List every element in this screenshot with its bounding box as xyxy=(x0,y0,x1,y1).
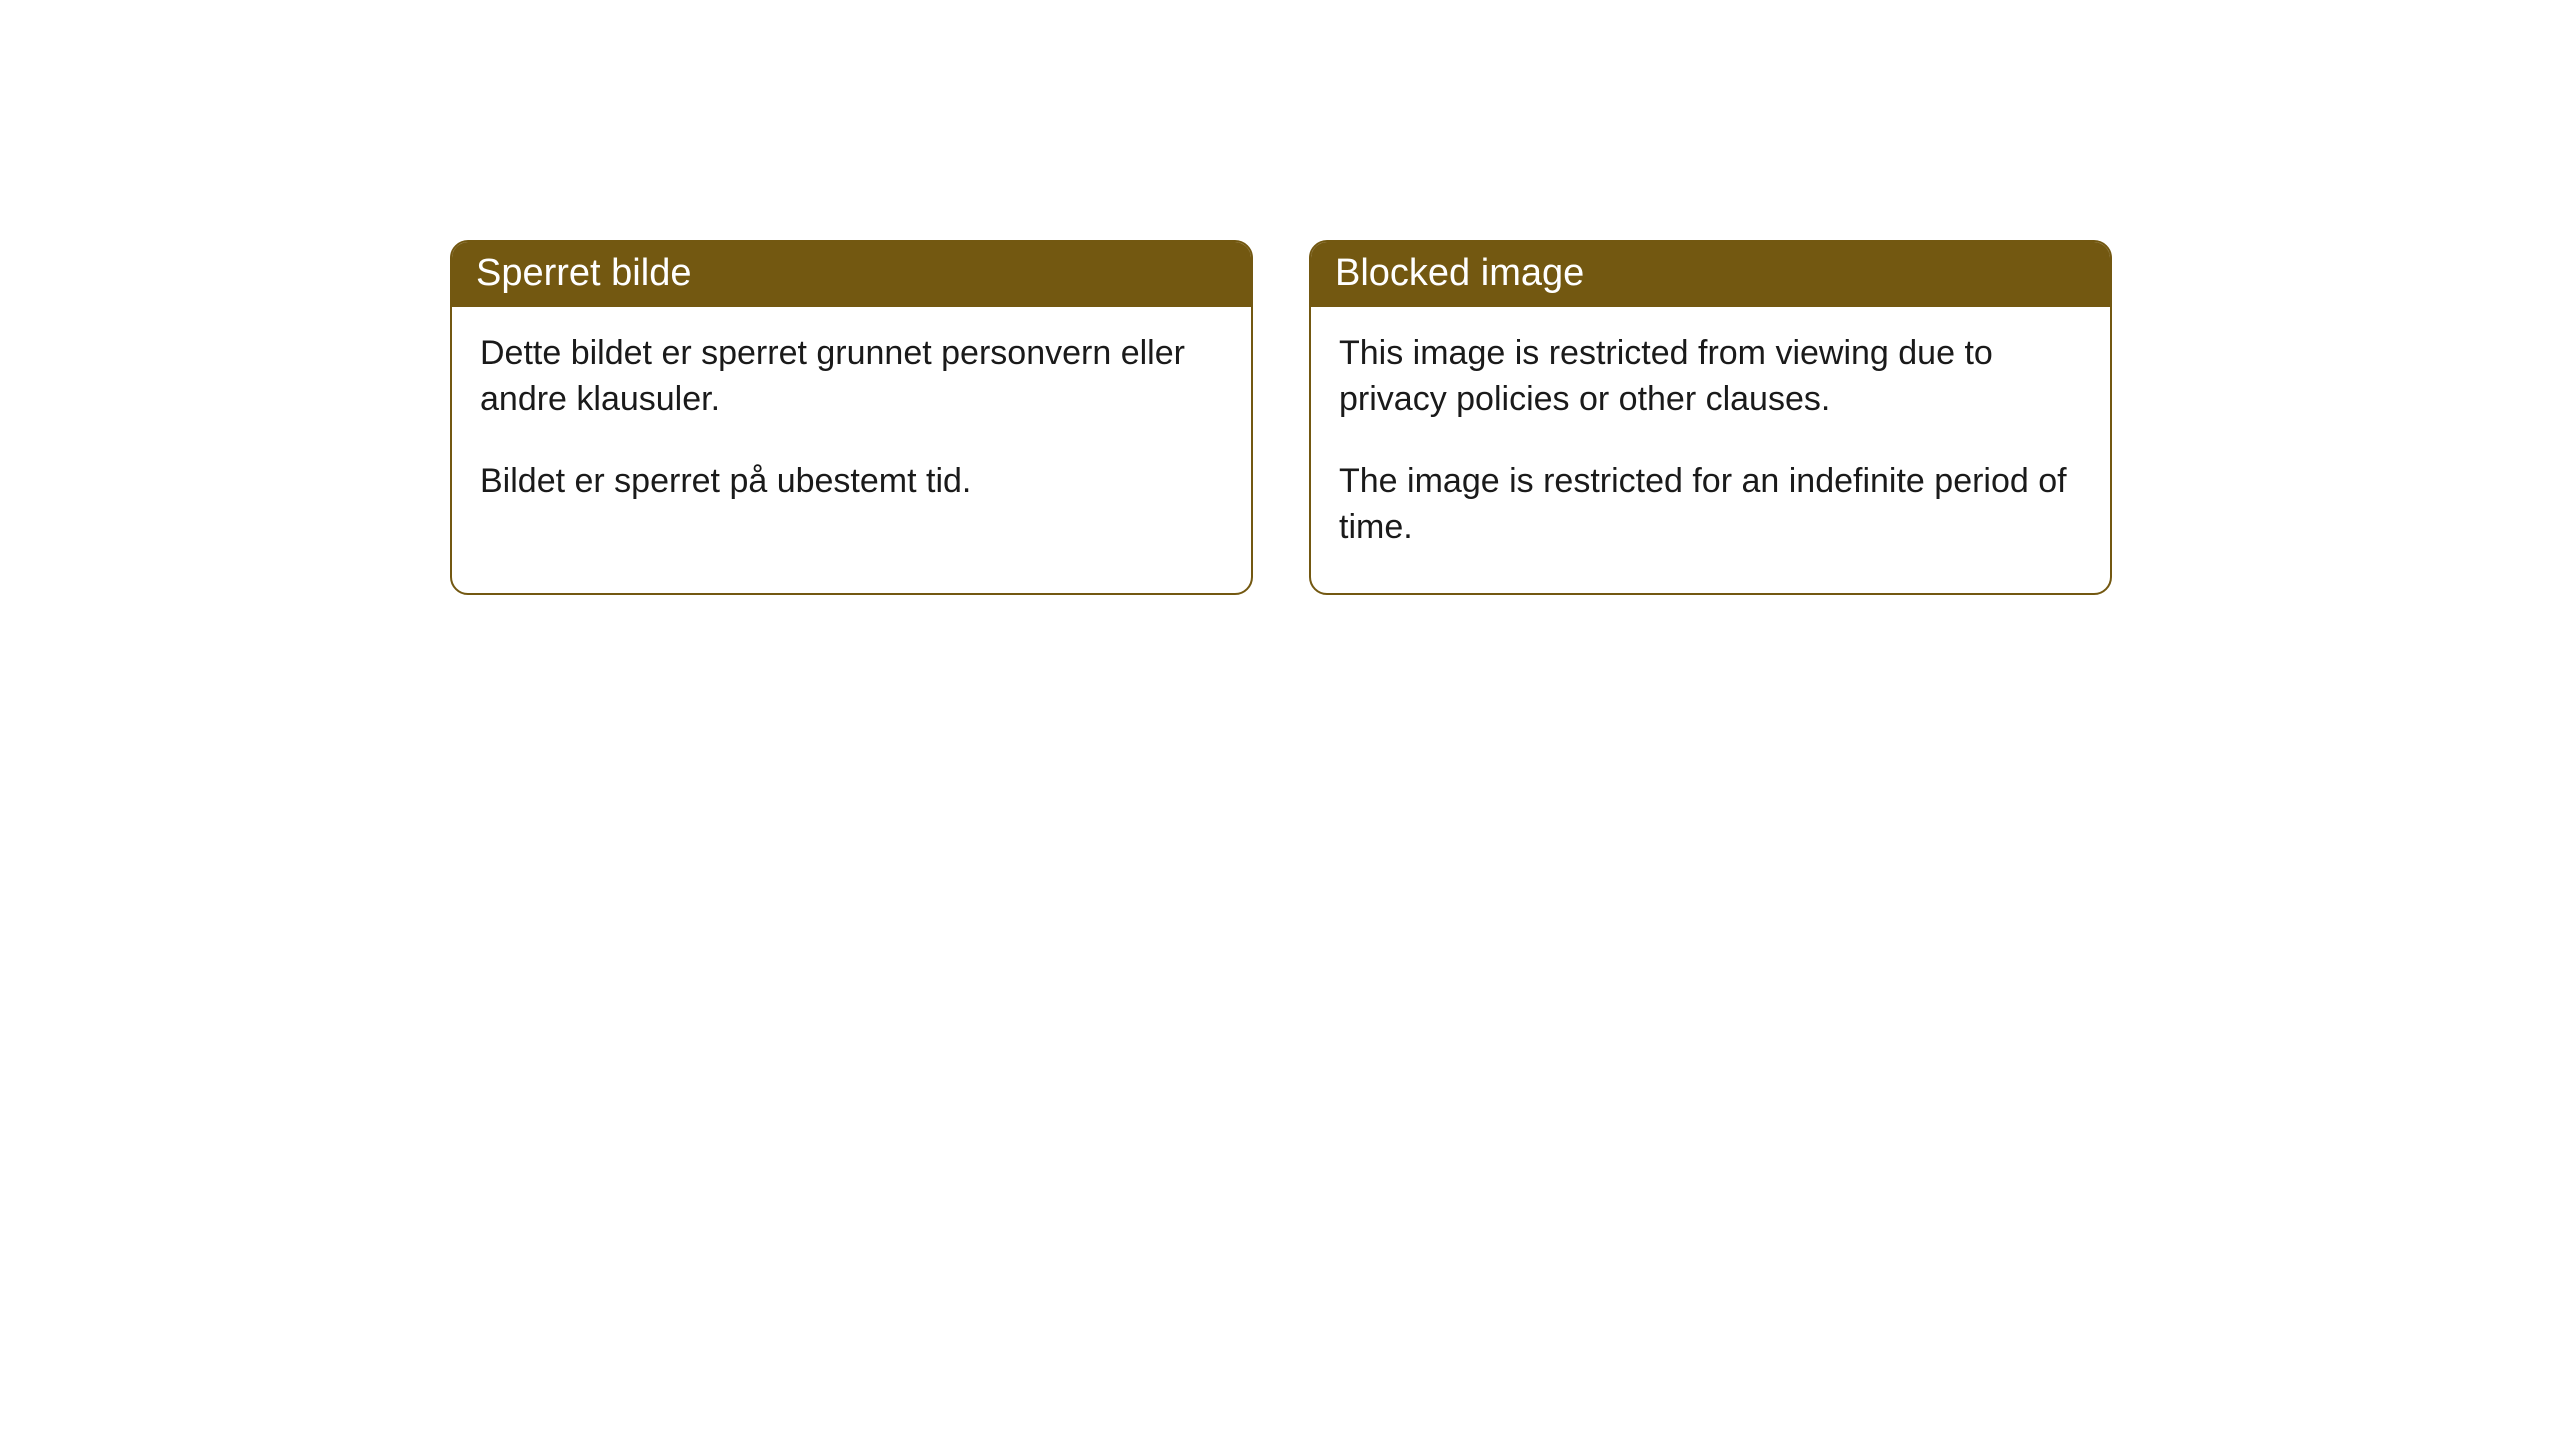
notice-card-norwegian: Sperret bilde Dette bildet er sperret gr… xyxy=(450,240,1253,595)
card-body: This image is restricted from viewing du… xyxy=(1311,307,2110,593)
card-body: Dette bildet er sperret grunnet personve… xyxy=(452,307,1251,547)
card-paragraph: Dette bildet er sperret grunnet personve… xyxy=(480,331,1223,423)
card-paragraph: This image is restricted from viewing du… xyxy=(1339,331,2082,423)
notice-card-english: Blocked image This image is restricted f… xyxy=(1309,240,2112,595)
card-paragraph: The image is restricted for an indefinit… xyxy=(1339,459,2082,551)
card-paragraph: Bildet er sperret på ubestemt tid. xyxy=(480,459,1223,505)
notice-cards-container: Sperret bilde Dette bildet er sperret gr… xyxy=(450,240,2560,595)
card-title: Blocked image xyxy=(1311,242,2110,307)
card-title: Sperret bilde xyxy=(452,242,1251,307)
